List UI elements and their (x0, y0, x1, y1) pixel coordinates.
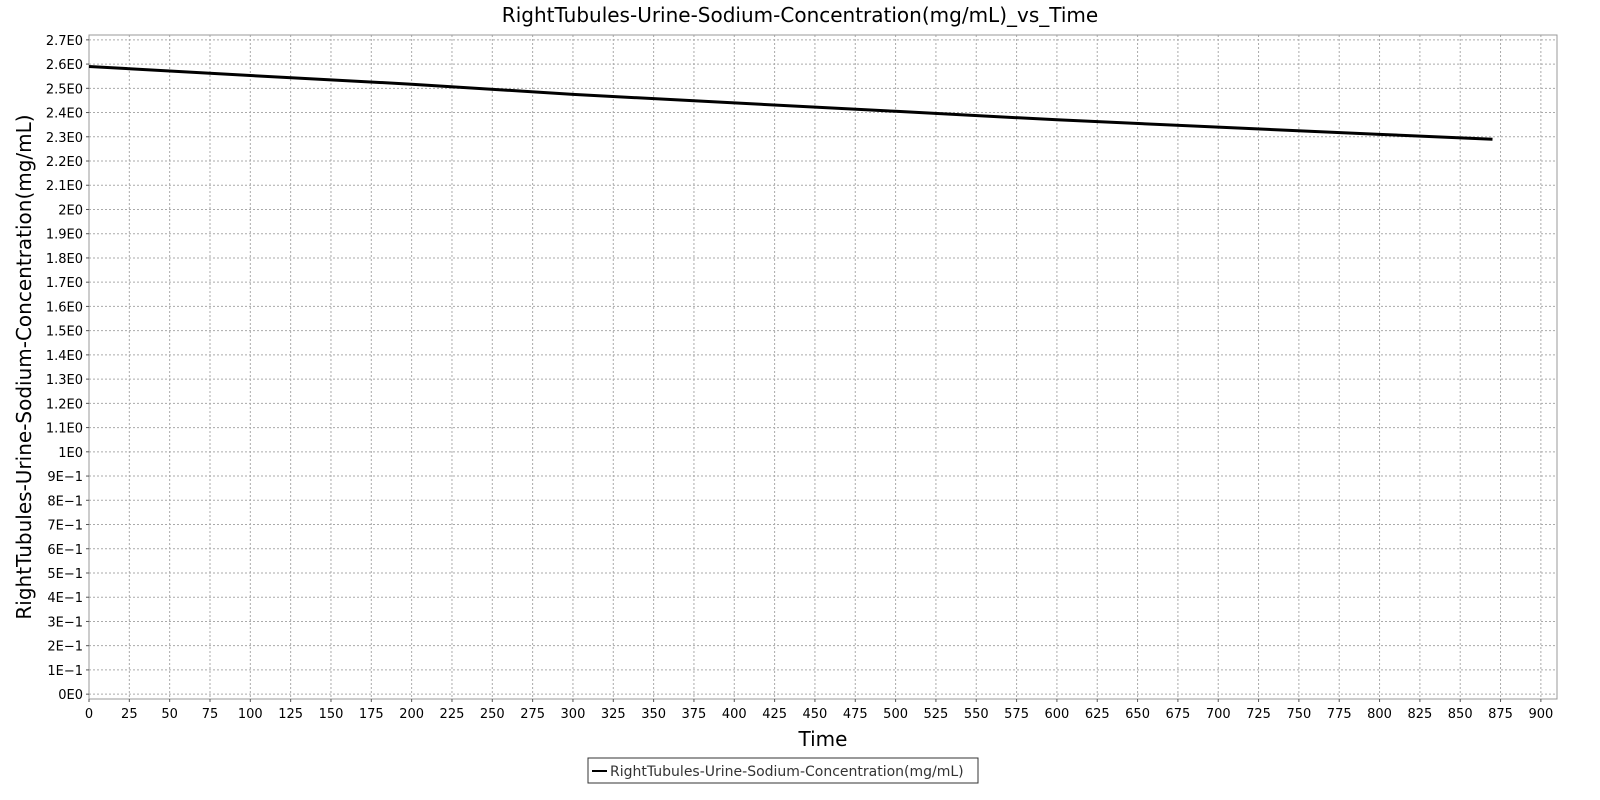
x-tick-label: 800 (1367, 707, 1392, 722)
x-tick-label: 550 (964, 707, 989, 722)
y-tick-label: 6E−1 (47, 543, 83, 558)
plot-area (88, 34, 1558, 700)
y-tick-label: 1.6E0 (46, 300, 83, 315)
x-tick-label: 650 (1125, 707, 1150, 722)
y-tick-label: 1.3E0 (46, 373, 83, 388)
x-tick-label: 150 (319, 707, 344, 722)
x-tick-label: 900 (1528, 707, 1553, 722)
x-tick-label: 0 (85, 707, 93, 722)
x-tick-label: 625 (1085, 707, 1110, 722)
y-tick-label: 1E0 (58, 446, 83, 461)
x-tick-label: 375 (682, 707, 707, 722)
legend-label: RightTubules-Urine-Sodium-Concentration(… (610, 764, 964, 780)
legend-box (587, 757, 979, 784)
x-tick-label: 475 (843, 707, 868, 722)
x-tick-label: 100 (238, 707, 263, 722)
y-tick-label: 8E−1 (47, 494, 83, 509)
y-tick-label: 2E0 (58, 203, 83, 218)
x-tick-label: 50 (161, 707, 178, 722)
x-tick-label: 775 (1327, 707, 1352, 722)
x-tick-label: 825 (1407, 707, 1432, 722)
x-tick-label: 875 (1488, 707, 1513, 722)
x-tick-label: 750 (1286, 707, 1311, 722)
x-tick-label: 525 (924, 707, 949, 722)
y-tick-label: 1.7E0 (46, 276, 83, 291)
y-tick-label: 2E−1 (47, 640, 83, 655)
y-axis-title: RightTubules-Urine-Sodium-Concentration(… (12, 114, 36, 619)
x-tick-label: 125 (278, 707, 303, 722)
x-axis-title: Time (798, 727, 848, 751)
y-axis-ticks: 0E0 1E−1 2E−1 3E−1 4E−1 5E−1 6E−1 7E−1 8E−1 9E−1 1… (46, 34, 89, 703)
x-tick-label: 25 (121, 707, 138, 722)
x-tick-label: 250 (480, 707, 505, 722)
x-tick-label: 325 (601, 707, 626, 722)
x-tick-label: 500 (883, 707, 908, 722)
x-tick-label: 225 (440, 707, 465, 722)
grid-lines (88, 35, 1557, 699)
chart-title: RightTubules-Urine-Sodium-Concentration(… (502, 3, 1098, 27)
x-axis-ticks: 0 25 50 75 100 125 150 175 200 225 250 275 300 325 350… (85, 699, 1553, 722)
y-tick-label: 2.1E0 (46, 179, 83, 194)
x-tick-label: 700 (1206, 707, 1231, 722)
x-tick-label: 400 (722, 707, 747, 722)
y-tick-label: 1.4E0 (46, 349, 83, 364)
x-tick-label: 275 (520, 707, 545, 722)
x-tick-label: 575 (1004, 707, 1029, 722)
x-tick-label: 725 (1246, 707, 1271, 722)
y-tick-label: 1.1E0 (46, 422, 83, 437)
x-tick-label: 200 (399, 707, 424, 722)
x-tick-label: 350 (641, 707, 666, 722)
y-tick-label: 2.3E0 (46, 131, 83, 146)
x-tick-label: 850 (1448, 707, 1473, 722)
y-tick-label: 2.6E0 (46, 58, 83, 73)
x-tick-label: 450 (803, 707, 828, 722)
y-tick-label: 4E−1 (47, 591, 83, 606)
y-tick-label: 1.9E0 (46, 228, 83, 243)
y-tick-label: 0E0 (58, 688, 83, 703)
series-line (88, 65, 1493, 141)
x-tick-label: 675 (1165, 707, 1190, 722)
y-tick-label: 2.7E0 (46, 34, 83, 49)
y-tick-label: 2.2E0 (46, 155, 83, 170)
y-tick-label: 1.5E0 (46, 325, 83, 340)
x-tick-label: 600 (1044, 707, 1069, 722)
y-tick-label: 1E−1 (47, 664, 83, 679)
y-tick-label: 5E−1 (47, 567, 83, 582)
series-layer (88, 65, 1493, 141)
x-tick-label: 300 (561, 707, 586, 722)
y-tick-label: 7E−1 (47, 519, 83, 534)
y-tick-label: 3E−1 (47, 615, 83, 630)
y-tick-label: 1.2E0 (46, 397, 83, 412)
x-tick-label: 75 (202, 707, 219, 722)
x-tick-label: 175 (359, 707, 384, 722)
legend: RightTubules-Urine-Sodium-Concentration(… (587, 757, 979, 784)
x-tick-label: 425 (762, 707, 787, 722)
y-tick-label: 9E−1 (47, 470, 83, 485)
y-tick-label: 1.8E0 (46, 252, 83, 267)
y-tick-label: 2.5E0 (46, 82, 83, 97)
y-tick-label: 2.4E0 (46, 107, 83, 122)
